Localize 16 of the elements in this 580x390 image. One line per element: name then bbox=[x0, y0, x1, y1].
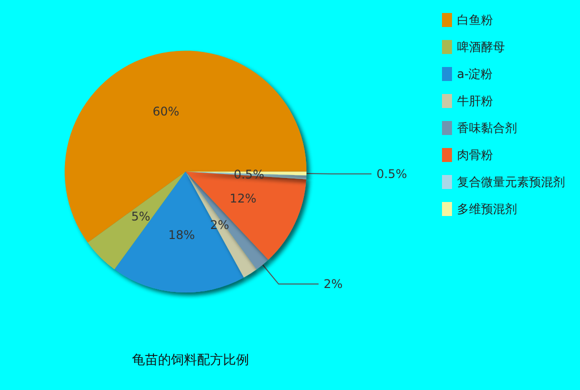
legend-label: 复合微量元素预混剂 bbox=[457, 175, 565, 189]
text: 龟苗的饲料配方比例 bbox=[132, 352, 250, 368]
data-label: 60% bbox=[152, 104, 180, 118]
data-label: 5% bbox=[131, 209, 150, 224]
data-label: 0.5% bbox=[234, 168, 264, 182]
legend-label: 白鱼粉 bbox=[457, 13, 493, 27]
legend-label: a-淀粉 bbox=[457, 67, 493, 81]
legend-label: 啤酒酵母 bbox=[457, 40, 505, 54]
data-label: 2% bbox=[324, 277, 343, 292]
legend-label: 香味黏合剂 bbox=[457, 121, 517, 135]
legend-label: 多维预混剂 bbox=[457, 202, 517, 216]
legend-label: 牛肝粉 bbox=[457, 94, 493, 108]
data-label: 12% bbox=[230, 192, 256, 206]
data-label: 18% bbox=[168, 228, 195, 242]
legend-label: 肉骨粉 bbox=[457, 148, 493, 162]
data-label: 0.5% bbox=[376, 166, 407, 181]
